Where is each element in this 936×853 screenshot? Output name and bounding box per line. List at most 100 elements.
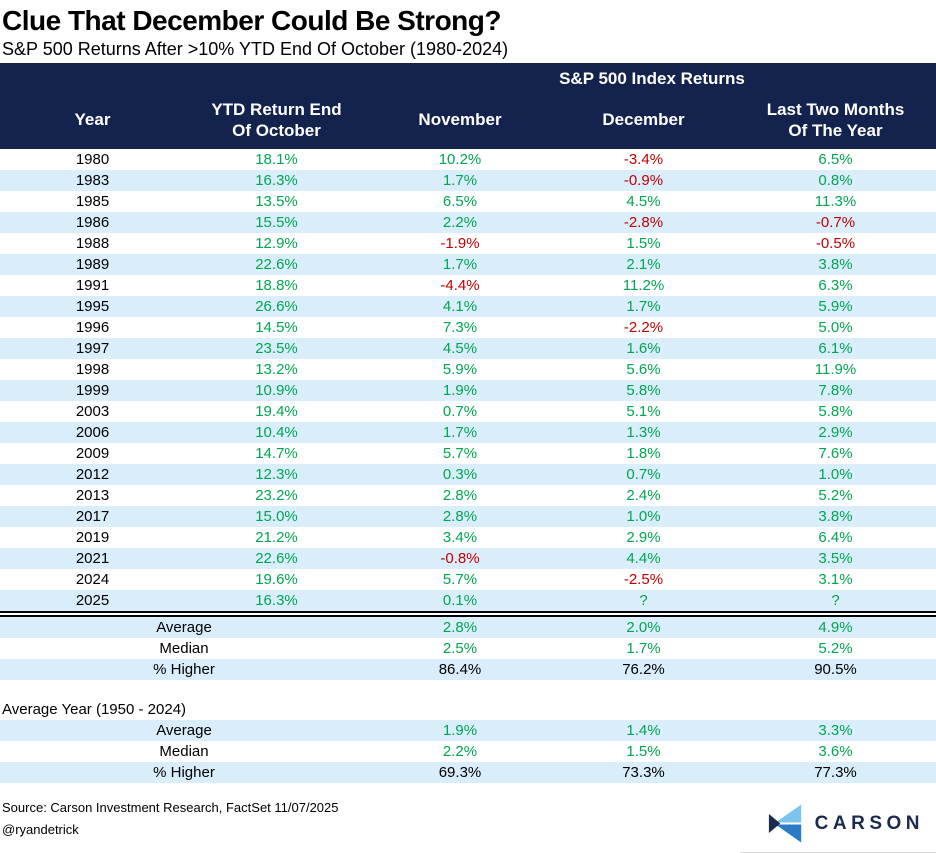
last-two-months-cell: -0.7% (815, 214, 856, 232)
last-two-months-cell: 3.1% (818, 571, 853, 589)
summary-row: Average 1.9% 1.4% 3.3% (0, 720, 936, 742)
year-cell: 1998 (75, 361, 110, 379)
last-two-months-cell: 5.2% (818, 640, 853, 658)
carson-logo-icon (768, 804, 801, 843)
november-cell: 6.5% (442, 193, 478, 211)
table-row: 1980 18.1% 10.2% -3.4% 6.5% (0, 149, 936, 170)
november-cell: -0.8% (440, 550, 480, 568)
year-cell: 2009 (75, 445, 110, 463)
november-cell: 1.9% (442, 722, 478, 740)
last-two-months-cell: 6.4% (818, 529, 853, 547)
table-row: 1986 15.5% 2.2% -2.8% -0.7% (0, 212, 936, 234)
ytd-october-cell: 15.0% (255, 508, 298, 526)
november-cell: 4.1% (442, 298, 478, 316)
summary-row: Median 2.2% 1.5% 3.6% (0, 741, 936, 762)
december-cell: 1.4% (626, 722, 661, 740)
ytd-october-cell: 19.4% (255, 403, 298, 421)
november-cell: 2.8% (442, 619, 478, 637)
ytd-october-cell: 13.5% (255, 193, 298, 211)
december-cell: 1.7% (626, 298, 661, 316)
ytd-october-cell: 18.8% (255, 277, 298, 295)
table-row: 2019 21.2% 3.4% 2.9% 6.4% (0, 527, 936, 548)
ytd-october-cell: 14.7% (255, 445, 298, 463)
december-cell: ? (639, 592, 648, 610)
ytd-october-cell: 16.3% (255, 172, 298, 190)
last-two-months-cell: 6.1% (818, 340, 853, 358)
december-cell: 1.6% (626, 340, 661, 358)
year-cell: 2019 (75, 529, 110, 547)
ytd-october-cell: 12.3% (255, 466, 298, 484)
december-cell: 5.6% (626, 361, 661, 379)
page-title: Clue That December Could Be Strong? (2, 5, 502, 36)
december-cell: 1.5% (626, 743, 661, 761)
last-two-months-cell: 6.3% (818, 277, 853, 295)
ytd-october-cell: 23.2% (255, 487, 298, 505)
summary-row: % Higher 69.3% 73.3% 77.3% (0, 762, 936, 784)
last-two-months-cell: 77.3% (814, 764, 857, 782)
december-cell: 5.8% (626, 382, 661, 400)
ytd-october-cell: 10.9% (255, 382, 298, 400)
year-cell: 1997 (75, 340, 110, 358)
december-cell: 11.2% (622, 277, 665, 295)
table-row: 1985 13.5% 6.5% 4.5% 11.3% (0, 191, 936, 212)
december-cell: -3.4% (623, 151, 664, 169)
year-cell: 2025 (75, 592, 110, 610)
november-cell: 2.2% (442, 214, 478, 232)
span-header: S&P 500 Index Returns (559, 69, 745, 89)
november-cell: 5.7% (442, 445, 478, 463)
year-cell: 1988 (75, 235, 110, 253)
source-text: Source: Carson Investment Research, Fact… (2, 800, 339, 816)
november-cell: 0.7% (442, 403, 478, 421)
december-cell: 4.5% (626, 193, 661, 211)
december-cell: 1.0% (626, 508, 661, 526)
november-cell: 5.7% (442, 571, 478, 589)
november-cell: 0.3% (442, 466, 478, 484)
december-cell: 73.3% (622, 764, 665, 782)
november-cell: 2.8% (442, 508, 478, 526)
november-cell: 2.2% (442, 743, 478, 761)
november-cell: 1.9% (442, 382, 478, 400)
november-cell: 1.7% (442, 256, 478, 274)
table-row: 1983 16.3% 1.7% -0.9% 0.8% (0, 170, 936, 192)
source-block: Source: Carson Investment Research, Fact… (2, 797, 339, 840)
table-row: 2021 22.6% -0.8% 4.4% 3.5% (0, 548, 936, 570)
summary-average-year: Average 1.9% 1.4% 3.3% Median 2.2% 1.5% … (0, 720, 936, 784)
november-cell: 5.9% (442, 361, 478, 379)
summary-row: Median 2.5% 1.7% 5.2% (0, 638, 936, 659)
ytd-october-cell: 14.5% (255, 319, 298, 337)
november-cell: 1.7% (442, 172, 478, 190)
carson-logo-text: CARSON (814, 812, 924, 834)
december-cell: -2.2% (623, 319, 664, 337)
ytd-october-cell: 12.9% (255, 235, 298, 253)
november-cell: -4.4% (440, 277, 480, 295)
november-cell: 2.8% (442, 487, 478, 505)
december-cell: -0.9% (623, 172, 664, 190)
carson-logo: CARSON (767, 801, 924, 846)
average-year-section-label: Average Year (1950 - 2024) (2, 701, 187, 719)
last-two-months-cell: 3.6% (818, 743, 853, 761)
span-header-spacer (0, 63, 368, 92)
table-body: 1980 18.1% 10.2% -3.4% 6.5% 1983 16.3% 1… (0, 149, 936, 612)
twitter-handle: @ryandetrick (2, 821, 79, 837)
november-cell: 69.3% (438, 764, 482, 782)
col-header-november: November (418, 110, 502, 130)
last-two-months-cell: 90.5% (814, 661, 857, 679)
table-row: 1999 10.9% 1.9% 5.8% 7.8% (0, 380, 936, 402)
last-two-months-cell: 5.8% (818, 403, 853, 421)
col-header-last-two-months: Last Two Months Of The Year (766, 100, 905, 140)
year-cell: 1986 (75, 214, 110, 232)
december-cell: 1.3% (626, 424, 661, 442)
last-two-months-cell: 4.9% (818, 619, 853, 637)
year-cell: 1989 (75, 256, 110, 274)
november-cell: -1.9% (440, 235, 480, 253)
last-two-months-cell: 0.8% (818, 172, 853, 190)
ytd-october-cell: 16.3% (255, 592, 298, 610)
table-row: 1998 13.2% 5.9% 5.6% 11.9% (0, 359, 936, 380)
year-cell: 1980 (75, 151, 110, 169)
year-cell: 1995 (75, 298, 110, 316)
ytd-october-cell: 13.2% (255, 361, 298, 379)
summary-label-cell: Median (159, 743, 209, 761)
table-row: 1991 18.8% -4.4% 11.2% 6.3% (0, 275, 936, 296)
december-cell: 1.5% (626, 235, 661, 253)
